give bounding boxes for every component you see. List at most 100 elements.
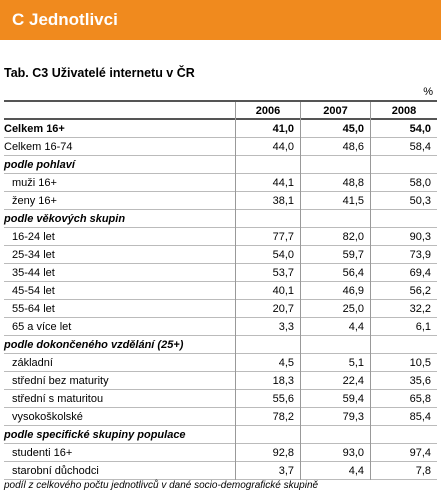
value-cell: 44,0 [235,138,300,156]
value-cell: 41,5 [300,192,370,210]
data-row: střední bez maturity 18,3 22,4 35,6 [4,372,437,390]
data-row: střední s maturitou 55,6 59,4 65,8 [4,390,437,408]
data-row: Celkem 16-74 44,0 48,6 58,4 [4,138,437,156]
row-label: ženy 16+ [12,195,57,207]
header-row: 2006 2007 2008 [4,100,437,120]
column-header: 2007 [300,102,370,120]
unit: % [423,86,433,98]
value-cell: 46,9 [300,282,370,300]
value-cell: 78,2 [235,408,300,426]
value-cell: 3,3 [235,318,300,336]
data-row: studenti 16+ 92,8 93,0 97,4 [4,444,437,462]
value-cell: 55,6 [235,390,300,408]
value-cell: 97,4 [370,444,437,462]
section-row: podle dokončeného vzdělání (25+) [4,336,437,354]
value-cell: 56,4 [300,264,370,282]
data-row: muži 16+ 44,1 48,8 58,0 [4,174,437,192]
row-label: vysokoškolské [12,411,83,423]
value-cell [235,156,300,174]
row-label: 35-44 let [12,267,55,279]
row-label: 65 a více let [12,321,72,333]
section-label: podle specifické skupiny populace [4,429,186,441]
row-label: střední s maturitou [12,393,104,405]
value-cell: 90,3 [370,228,437,246]
value-cell: 58,0 [370,174,437,192]
row-label: muži 16+ [12,177,57,189]
table-title: Tab. C3 Uživatelé internetu v ČR [4,66,195,80]
data-row: 45-54 let 40,1 46,9 56,2 [4,282,437,300]
value-cell: 58,4 [370,138,437,156]
value-cell: 45,0 [300,120,370,138]
value-cell: 5,1 [300,354,370,372]
section-row: podle specifické skupiny populace [4,426,437,444]
section-label: podle věkových skupin [4,213,126,225]
column-header: 2008 [370,102,437,120]
value-cell: 25,0 [300,300,370,318]
value-cell: 50,3 [370,192,437,210]
data-row: 35-44 let 53,7 56,4 69,4 [4,264,437,282]
value-cell: 85,4 [370,408,437,426]
row-label: 25-34 let [12,249,55,261]
value-cell [370,210,437,228]
value-cell: 22,4 [300,372,370,390]
row-label: Celkem 16+ [4,123,65,135]
row-label: studenti 16+ [12,447,73,459]
value-cell [235,426,300,444]
data-row: 65 a více let 3,3 4,4 6,1 [4,318,437,336]
value-cell: 38,1 [235,192,300,210]
row-label: střední bez maturity [12,375,109,387]
value-cell: 4,5 [235,354,300,372]
value-cell: 53,7 [235,264,300,282]
value-cell: 69,4 [370,264,437,282]
value-cell: 40,1 [235,282,300,300]
value-cell [235,210,300,228]
value-cell [370,426,437,444]
value-cell [300,156,370,174]
section-row: podle věkových skupin [4,210,437,228]
data-row: 16-24 let 77,7 82,0 90,3 [4,228,437,246]
value-cell [300,426,370,444]
data-row: vysokoškolské 78,2 79,3 85,4 [4,408,437,426]
value-cell [370,336,437,354]
column-header: 2006 [235,102,300,120]
section-header: C Jednotlivci [0,0,441,40]
value-cell: 10,5 [370,354,437,372]
value-cell: 41,0 [235,120,300,138]
value-cell: 44,1 [235,174,300,192]
value-cell: 48,6 [300,138,370,156]
value-cell: 54,0 [235,246,300,264]
data-row: ženy 16+ 38,1 41,5 50,3 [4,192,437,210]
section-label: podle pohlaví [4,159,75,171]
value-cell: 7,8 [370,462,437,480]
value-cell: 3,7 [235,462,300,480]
value-cell: 56,2 [370,282,437,300]
row-label: starobní důchodci [12,465,99,477]
value-cell: 79,3 [300,408,370,426]
value-cell: 18,3 [235,372,300,390]
value-cell: 4,4 [300,318,370,336]
row-label: 45-54 let [12,285,55,297]
value-cell [370,156,437,174]
data-row: 25-34 let 54,0 59,7 73,9 [4,246,437,264]
value-cell [300,210,370,228]
value-cell: 4,4 [300,462,370,480]
value-cell: 92,8 [235,444,300,462]
value-cell: 93,0 [300,444,370,462]
row-label: základní [12,357,53,369]
value-cell: 48,8 [300,174,370,192]
data-row: 55-64 let 20,7 25,0 32,2 [4,300,437,318]
value-cell [300,336,370,354]
value-cell: 82,0 [300,228,370,246]
row-label: 55-64 let [12,303,55,315]
value-cell: 35,6 [370,372,437,390]
section-title: C Jednotlivci [12,10,118,29]
value-cell: 32,2 [370,300,437,318]
value-cell [235,336,300,354]
value-cell: 65,8 [370,390,437,408]
footnote: podíl z celkového počtu jednotlivců v da… [4,480,319,491]
value-cell: 59,7 [300,246,370,264]
value-cell: 59,4 [300,390,370,408]
row-label: Celkem 16-74 [4,141,73,153]
value-cell: 54,0 [370,120,437,138]
